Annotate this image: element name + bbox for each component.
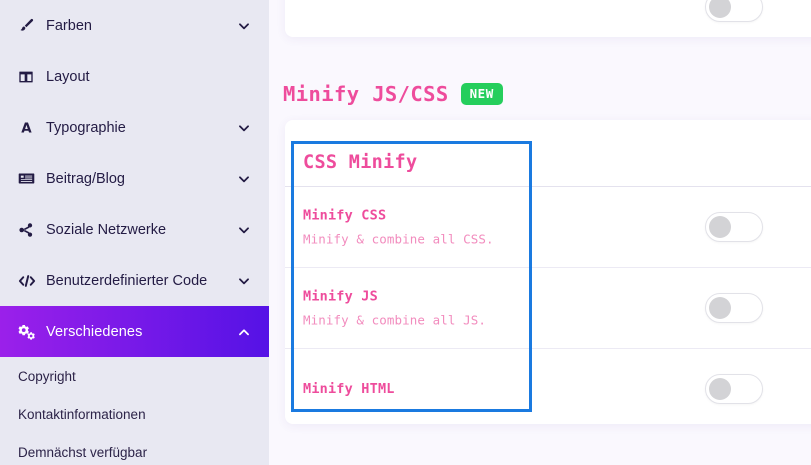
minify-css-toggle-wrap [705, 212, 763, 242]
setting-label: Minify JS [303, 288, 378, 305]
sidebar-subitem-label: Copyright [18, 368, 76, 384]
page-title: Minify JS/CSS [283, 82, 449, 106]
text-a-icon: A [18, 119, 40, 136]
row-text-group: Minify CSS Minify & combine all CSS. [303, 208, 494, 247]
toggle-knob [709, 0, 731, 18]
sidebar-item-layout[interactable]: Layout [0, 51, 269, 102]
chevron-down-icon[interactable] [237, 19, 251, 33]
sidebar-subitem-copyright[interactable]: Copyright [0, 357, 269, 395]
sidebar-item-typographie[interactable]: A Typographie [0, 102, 269, 153]
sidebar-item-label: Typographie [46, 119, 126, 136]
minify-html-toggle[interactable] [705, 374, 763, 404]
sidebar-item-farben[interactable]: Farben [0, 0, 269, 51]
minify-settings-card [285, 120, 811, 424]
chevron-down-icon[interactable] [237, 172, 251, 186]
sidebar-item-label: Soziale Netzwerke [46, 221, 167, 238]
setting-description: Minify & combine all JS. [303, 312, 487, 328]
share-icon [18, 222, 40, 238]
previous-setting-toggle[interactable] [705, 0, 763, 22]
sidebar-item-label: Beitrag/Blog [46, 170, 125, 187]
chevron-down-icon[interactable] [237, 121, 251, 135]
sidebar-item-label: Layout [46, 68, 90, 85]
setting-label: Minify CSS [303, 207, 387, 224]
paintbrush-icon [18, 17, 40, 34]
sidebar-item-verschiedenes[interactable]: Verschiedenes [0, 306, 269, 357]
section-header: Minify JS/CSS NEW [283, 82, 503, 106]
main-content: Minify JS/CSS NEW CSS Minify Minify CSS … [269, 0, 811, 465]
table-row: Minify CSS Minify & combine all CSS. [285, 186, 811, 267]
columns-icon [18, 69, 40, 85]
chevron-up-icon[interactable] [237, 325, 251, 339]
setting-description: Minify & combine all CSS. [303, 231, 494, 247]
toggle-knob [709, 378, 731, 400]
row-text-group: Minify JS Minify & combine all JS. [303, 289, 486, 328]
sidebar-item-label: Verschiedenes [46, 323, 143, 340]
svg-text:A: A [21, 121, 32, 136]
toggle-knob [709, 297, 731, 319]
sidebar-subitem-label: Kontaktinformationen [18, 406, 146, 422]
cogs-icon [18, 323, 40, 341]
panel-title: CSS Minify [303, 152, 418, 173]
code-icon [18, 272, 40, 290]
table-row: Minify JS Minify & combine all JS. [285, 267, 811, 348]
previous-setting-toggle-wrap [705, 0, 763, 22]
minify-css-toggle[interactable] [705, 212, 763, 242]
previous-section-card [285, 0, 811, 37]
minify-js-toggle-wrap [705, 293, 763, 323]
status-badge: NEW [460, 83, 503, 105]
table-row: Minify HTML [285, 348, 811, 429]
sidebar-item-soziale-netzwerke[interactable]: Soziale Netzwerke [0, 204, 269, 255]
sidebar-subitem-kontaktinformationen[interactable]: Kontaktinformationen [0, 395, 269, 433]
chevron-down-icon[interactable] [237, 274, 251, 288]
setting-label: Minify HTML [303, 381, 395, 397]
sidebar-item-label: Benutzerdefinierter Code [46, 272, 208, 289]
toggle-knob [709, 216, 731, 238]
sidebar-subitem-demnaechst-verfuegbar[interactable]: Demnächst verfügbar [0, 433, 269, 465]
sidebar: Farben Layout A Typographie [0, 0, 269, 465]
id-card-icon [18, 170, 40, 187]
sidebar-subitem-label: Demnächst verfügbar [18, 444, 148, 460]
sidebar-item-beitrag-blog[interactable]: Beitrag/Blog [0, 153, 269, 204]
settings-rows: Minify CSS Minify & combine all CSS. Min… [285, 186, 811, 429]
minify-html-toggle-wrap [705, 374, 763, 404]
sidebar-item-label: Farben [46, 17, 92, 34]
minify-js-toggle[interactable] [705, 293, 763, 323]
sidebar-item-benutzerdefinierter-code[interactable]: Benutzerdefinierter Code [0, 255, 269, 306]
chevron-down-icon[interactable] [237, 223, 251, 237]
row-text-group: Minify HTML [303, 381, 395, 397]
